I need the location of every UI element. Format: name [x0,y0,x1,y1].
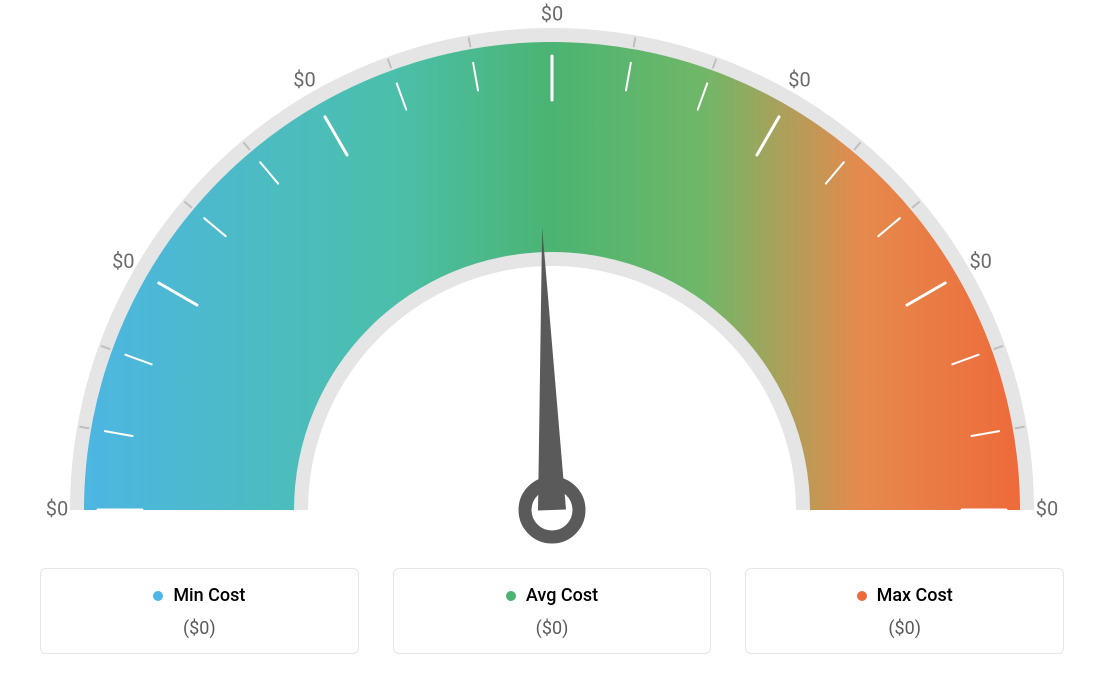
legend-title-avg: Avg Cost [506,585,598,606]
gauge-svg: $0 $0 $0 $0 $0 $0 $0 [0,0,1104,560]
legend-label-avg: Avg Cost [526,585,598,606]
svg-text:$0: $0 [293,68,315,92]
cost-gauge: $0 $0 $0 $0 $0 $0 $0 [0,0,1104,560]
svg-text:$0: $0 [541,1,563,25]
legend-dot-avg [506,591,516,601]
legend-card-min: Min Cost ($0) [40,568,359,654]
svg-text:$0: $0 [1036,496,1058,520]
legend-value-avg: ($0) [394,618,711,639]
legend-title-max: Max Cost [857,585,953,606]
legend-title-min: Min Cost [153,585,245,606]
svg-text:$0: $0 [788,68,810,92]
legend-label-max: Max Cost [877,585,953,606]
legend-label-min: Min Cost [173,585,245,606]
legend-row: Min Cost ($0) Avg Cost ($0) Max Cost ($0… [0,568,1104,654]
legend-dot-max [857,591,867,601]
legend-dot-min [153,591,163,601]
legend-card-avg: Avg Cost ($0) [393,568,712,654]
svg-text:$0: $0 [969,249,991,273]
legend-value-max: ($0) [746,618,1063,639]
svg-text:$0: $0 [112,249,134,273]
legend-value-min: ($0) [41,618,358,639]
legend-card-max: Max Cost ($0) [745,568,1064,654]
svg-text:$0: $0 [46,496,68,520]
